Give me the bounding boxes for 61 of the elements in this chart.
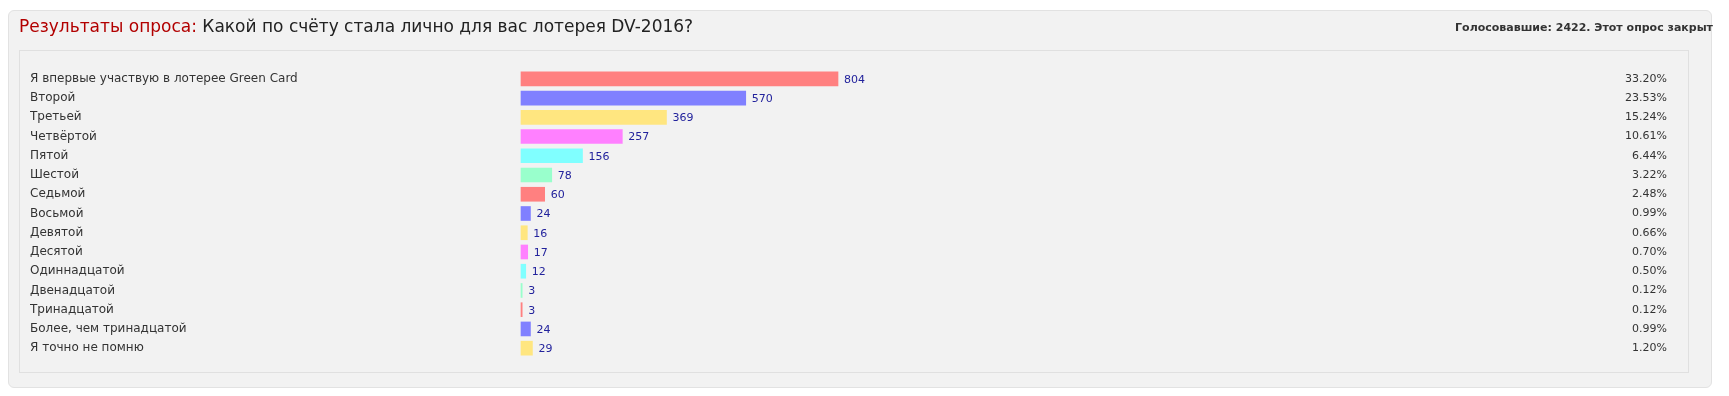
y-tick-label: Более, чем тринадцатой (30, 321, 187, 336)
y-tick-label: Одиннадцатой (30, 263, 125, 278)
data-label: 16 (533, 226, 548, 240)
data-label: 369 (672, 111, 694, 125)
data-label: 24 (536, 322, 551, 336)
bar (520, 244, 529, 260)
y-tick-label: Я точно не помню (30, 340, 144, 355)
text: 23.53% (1625, 90, 1667, 104)
text: 0.70% (1632, 244, 1667, 258)
y-tick-label: Десятой (30, 244, 83, 259)
data-label: 804 (844, 72, 865, 86)
y-tick-label: Четвёртой (30, 128, 97, 143)
y-tick-label: Я впервые участвую в лотерее Green Card (30, 70, 298, 85)
data-label: 570 (751, 91, 773, 105)
text: 0.99% (1632, 321, 1667, 335)
text: 0.99% (1632, 206, 1667, 220)
text: 1.20% (1632, 341, 1667, 355)
y-tick-label: Второй (30, 90, 76, 105)
text: Результаты опроса: (19, 16, 197, 36)
y-tick-label: Пятой (30, 147, 69, 162)
data-label: 156 (588, 149, 610, 163)
y-tick-label: Двенадцатой (30, 282, 115, 297)
y-tick-label: Седьмой (30, 186, 86, 201)
y-tick-label: Шестой (30, 167, 79, 182)
text: 6.44% (1632, 148, 1667, 162)
bar (520, 225, 528, 241)
data-label: 29 (538, 342, 553, 356)
bar (520, 186, 545, 202)
data-label: 78 (557, 168, 572, 182)
y-tick-label: Третьей (29, 109, 82, 124)
text: 0.12% (1632, 302, 1667, 316)
bar (520, 321, 531, 337)
data-label: 12 (531, 265, 546, 279)
bar (520, 109, 667, 125)
text: 0.50% (1632, 264, 1667, 278)
bar (520, 167, 553, 183)
data-label: 17 (533, 245, 548, 259)
y-tick-label: Восьмой (30, 205, 84, 220)
text: 0.66% (1632, 225, 1667, 239)
bar (520, 148, 583, 164)
chart-subtitle: Какой по счёту стала лично для вас лотерея DV-2016? (202, 16, 694, 36)
y-tick-label: Тринадцатой (29, 301, 114, 316)
text: 2.48% (1632, 187, 1667, 201)
text: 15.24% (1625, 110, 1667, 124)
text: 0.12% (1632, 283, 1667, 297)
text: Голосовавшие: 2422. Этот опрос закрыт (1455, 21, 1713, 34)
bar (520, 129, 623, 144)
bar (520, 71, 839, 87)
bar (520, 263, 527, 279)
data-label: 257 (628, 130, 650, 144)
text: 3.22% (1632, 167, 1667, 181)
data-label: 3 (528, 284, 536, 298)
bar (520, 206, 531, 221)
y-tick-label: Девятой (30, 224, 84, 239)
text: 33.20% (1625, 71, 1667, 85)
data-label: 24 (536, 207, 551, 221)
text: 10.61% (1625, 129, 1667, 143)
bar (520, 90, 747, 106)
bar (520, 340, 533, 356)
data-label: 3 (528, 303, 536, 317)
data-label: 60 (550, 188, 565, 202)
